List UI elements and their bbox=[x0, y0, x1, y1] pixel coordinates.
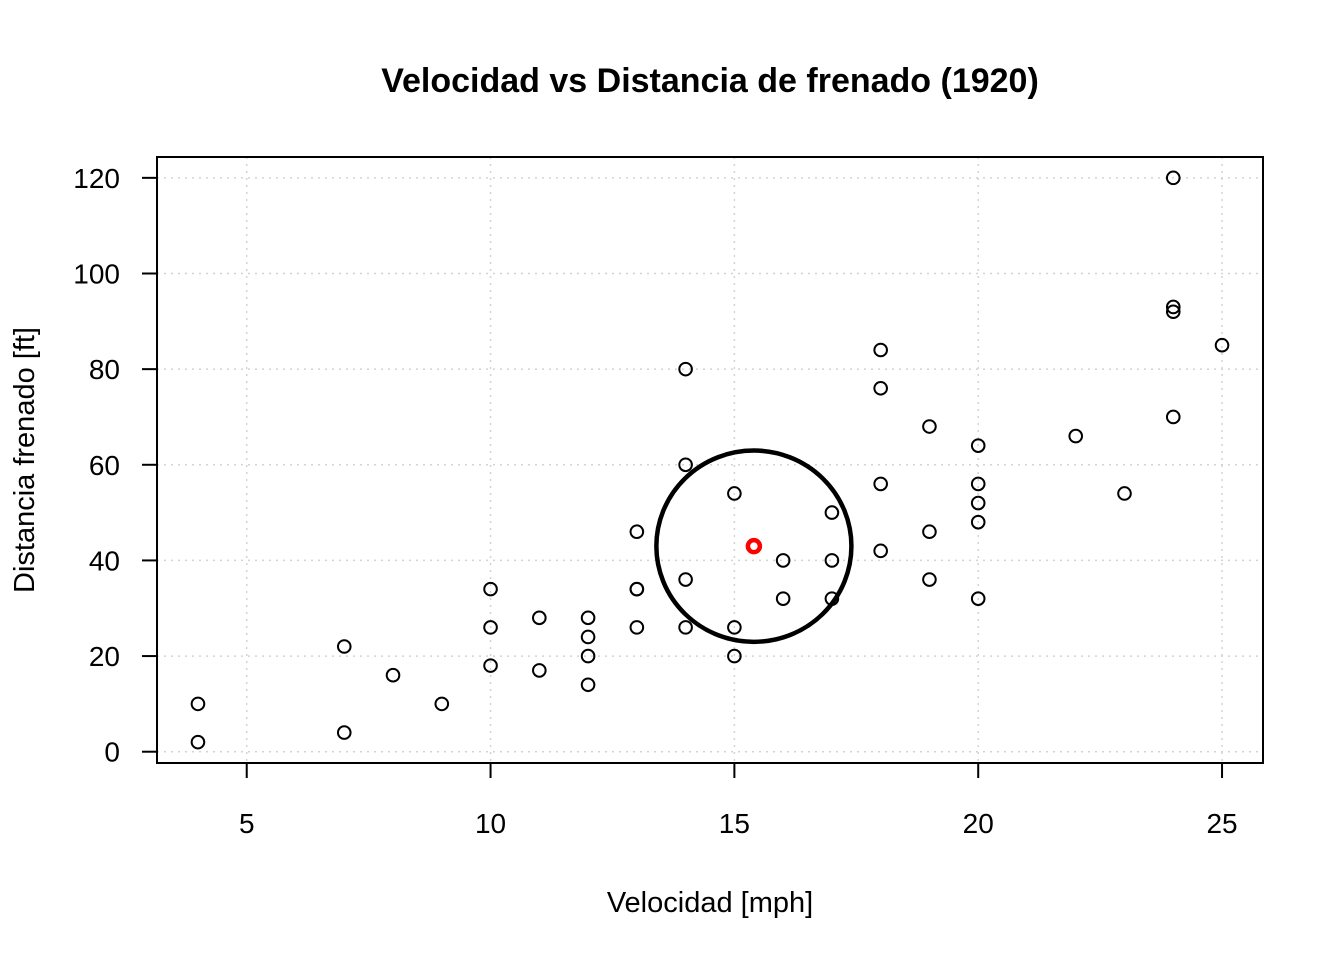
data-point bbox=[678, 457, 693, 473]
data-point bbox=[483, 581, 498, 597]
data-point bbox=[824, 553, 840, 568]
data-point bbox=[970, 438, 986, 453]
data-point bbox=[775, 591, 791, 606]
y-tick-label: 80 bbox=[89, 354, 120, 385]
y-tick-label: 40 bbox=[89, 545, 120, 576]
data-point bbox=[483, 658, 498, 673]
data-point bbox=[970, 476, 986, 492]
data-point bbox=[580, 677, 596, 693]
data-point bbox=[1117, 486, 1132, 501]
y-axis: 0 20 40 60 80 100 120 bbox=[73, 163, 157, 768]
data-point bbox=[580, 610, 596, 626]
x-axis-label: Velocidad [mph] bbox=[607, 887, 813, 919]
data-point bbox=[678, 361, 693, 377]
data-point bbox=[629, 581, 645, 597]
data-point bbox=[580, 629, 596, 645]
data-point bbox=[727, 620, 742, 635]
data-point bbox=[922, 572, 937, 587]
x-tick-label: 20 bbox=[963, 808, 994, 839]
data-point bbox=[190, 734, 206, 750]
data-point bbox=[532, 610, 547, 626]
y-tick-label: 100 bbox=[73, 258, 120, 289]
data-point bbox=[922, 419, 937, 434]
data-point bbox=[824, 505, 840, 520]
x-tick-label: 15 bbox=[719, 808, 750, 839]
data-point bbox=[775, 553, 791, 568]
x-tick-label: 10 bbox=[475, 808, 506, 839]
data-point bbox=[1165, 170, 1181, 186]
y-tick-label: 0 bbox=[104, 737, 120, 768]
data-point bbox=[336, 639, 352, 654]
data-point bbox=[190, 696, 206, 712]
data-point bbox=[1068, 428, 1084, 444]
data-point bbox=[727, 486, 742, 501]
x-tick-label: 5 bbox=[239, 808, 255, 839]
chart-title: Velocidad vs Distancia de frenado (1920) bbox=[381, 62, 1039, 100]
data-point bbox=[385, 667, 401, 683]
data-points bbox=[190, 170, 1230, 750]
data-point bbox=[532, 663, 547, 678]
grid bbox=[157, 157, 1263, 763]
data-point bbox=[873, 342, 888, 358]
data-point bbox=[678, 572, 693, 587]
data-point bbox=[434, 696, 450, 712]
data-point bbox=[1165, 409, 1181, 425]
x-axis: 5 10 15 20 25 bbox=[239, 763, 1238, 839]
y-tick-label: 60 bbox=[89, 450, 120, 481]
data-point bbox=[873, 380, 888, 396]
data-point bbox=[970, 495, 986, 511]
data-point bbox=[1165, 299, 1181, 315]
y-tick-label: 120 bbox=[73, 163, 120, 194]
data-point bbox=[727, 648, 742, 664]
highlight-circle bbox=[654, 448, 854, 645]
data-point bbox=[336, 725, 352, 740]
x-tick-label: 25 bbox=[1206, 808, 1237, 839]
data-point bbox=[922, 524, 937, 540]
data-point bbox=[1165, 304, 1181, 320]
data-point bbox=[873, 543, 888, 559]
data-point bbox=[629, 620, 645, 635]
data-point bbox=[970, 591, 986, 606]
data-point bbox=[580, 648, 596, 664]
data-point bbox=[873, 476, 888, 492]
highlight-point bbox=[745, 537, 763, 555]
plot-frame bbox=[156, 156, 1264, 764]
data-point bbox=[678, 620, 693, 635]
data-point bbox=[1214, 337, 1230, 353]
y-tick-label: 20 bbox=[89, 641, 120, 672]
data-point bbox=[483, 620, 498, 635]
y-axis-label: Distancia frenado [ft] bbox=[9, 327, 41, 593]
data-point bbox=[970, 514, 986, 530]
data-point bbox=[629, 524, 645, 540]
